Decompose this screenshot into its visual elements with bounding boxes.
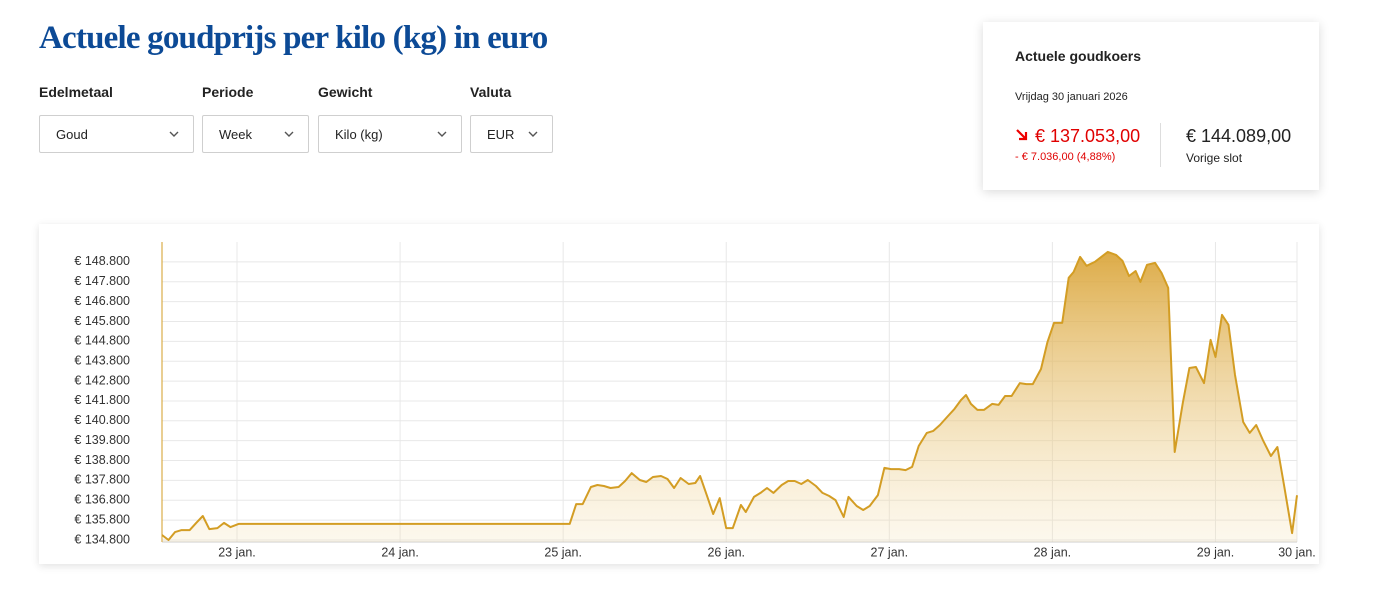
dropdown[interactable]: Kilo (kg) [318, 115, 462, 153]
dropdown[interactable]: Goud [39, 115, 194, 153]
chevron [528, 131, 538, 137]
y-tick-label: € 134.800 [74, 532, 130, 546]
quote-card: Actuele goudkoers Vrijdag 30 januari 202… [983, 22, 1319, 190]
chevron [437, 131, 447, 137]
down-arrow [1016, 129, 1028, 141]
x-tick-label: 30 jan. [1278, 545, 1316, 559]
y-tick-label: € 148.800 [74, 254, 130, 268]
card-title: Actuele goudkoers [1015, 48, 1142, 64]
area-fill [162, 251, 1297, 542]
previous-price: € 144.089,00 [1186, 126, 1292, 146]
price-change: - € 7.036,00 (4,88%) [1015, 151, 1116, 163]
dropdown-value: Goud [56, 127, 88, 142]
y-tick-label: € 145.800 [74, 314, 130, 328]
filter-label: Gewicht [318, 84, 373, 100]
x-tick-label: 24 jan. [381, 545, 419, 559]
x-tick-label: 29 jan. [1197, 545, 1235, 559]
y-tick-label: € 136.800 [74, 493, 130, 507]
divider [1160, 123, 1161, 167]
x-tick-label: 28 jan. [1034, 545, 1072, 559]
dropdown-value: EUR [487, 127, 515, 142]
current-price: € 137.053,00 [1035, 126, 1141, 146]
y-tick-label: € 147.800 [74, 274, 130, 288]
y-tick-label: € 143.800 [74, 354, 130, 368]
x-tick-label: 27 jan. [871, 545, 909, 559]
y-tick-label: € 138.800 [74, 453, 130, 467]
y-tick-label: € 146.800 [74, 294, 130, 308]
filter-label: Valuta [470, 84, 512, 100]
y-tick-label: € 135.800 [74, 512, 130, 526]
x-tick-label: 25 jan. [544, 545, 582, 559]
dropdown-value: Kilo (kg) [335, 127, 383, 142]
dropdown-value: Week [219, 127, 252, 142]
x-tick-label: 26 jan. [707, 545, 745, 559]
dropdown[interactable]: EUR [470, 115, 553, 153]
y-tick-label: € 140.800 [74, 413, 130, 427]
chevron [284, 131, 294, 137]
price-line [161, 250, 1298, 541]
y-tick-label: € 144.800 [74, 334, 130, 348]
y-tick-label: € 139.800 [74, 433, 130, 447]
y-tick-label: € 137.800 [74, 473, 130, 487]
y-tick-label: € 141.800 [74, 393, 130, 407]
chevron [169, 131, 179, 137]
dropdown[interactable]: Week [202, 115, 309, 153]
filter-label: Periode [202, 84, 254, 100]
filter-label: Edelmetaal [39, 84, 113, 100]
page-title: Actuele goudprijs per kilo (kg) in euro [39, 20, 548, 56]
x-tick-label: 23 jan. [218, 545, 256, 559]
y-tick-label: € 142.800 [74, 373, 130, 387]
previous-label: Vorige slot [1186, 151, 1243, 165]
quote-date: Vrijdag 30 januari 2026 [1015, 91, 1128, 103]
